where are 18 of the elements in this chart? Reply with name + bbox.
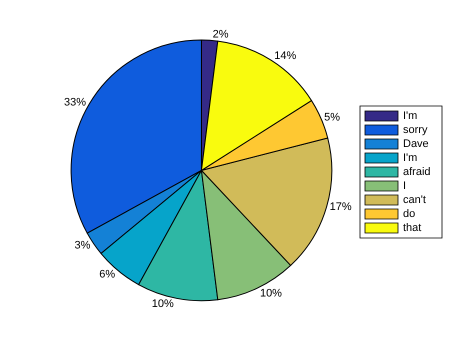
data-label: 14% — [274, 50, 297, 62]
data-label: 17% — [330, 201, 352, 214]
data-label: 5% — [324, 112, 340, 124]
data-label: 10% — [260, 287, 282, 300]
legend-label: do — [403, 208, 416, 220]
legend-label: afraid — [403, 166, 431, 178]
legend-label: Dave — [403, 138, 429, 150]
data-label: 3% — [74, 240, 91, 252]
legend-label: I'm — [403, 110, 418, 122]
data-label: 10% — [152, 298, 174, 310]
data-label: 2% — [212, 28, 229, 40]
legend-label: I'm — [403, 152, 418, 164]
legend-label: sorry — [403, 124, 428, 136]
legend-label: that — [403, 222, 422, 234]
legend-label: can't — [403, 194, 426, 206]
data-label: 33% — [64, 96, 86, 108]
legend-label: I — [403, 180, 406, 192]
data-label: 6% — [99, 268, 116, 280]
